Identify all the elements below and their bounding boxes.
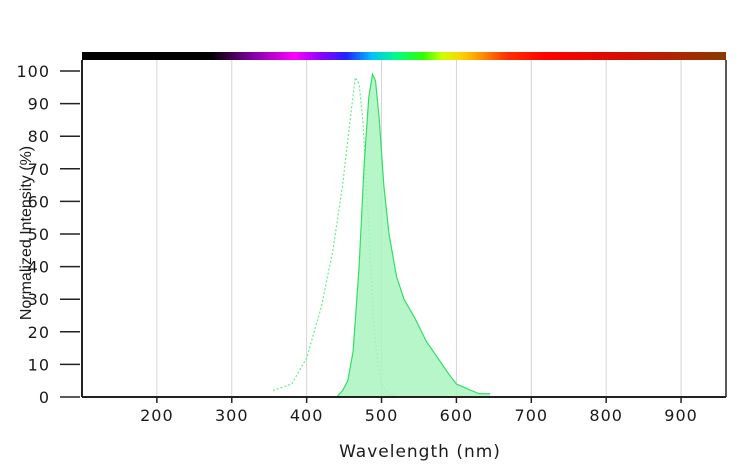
y-tick-label: 80: [28, 127, 50, 146]
y-tick-label: 50: [28, 225, 50, 244]
y-tick-label: 90: [28, 95, 50, 114]
x-tick-label: 700: [515, 406, 549, 425]
y-tick-label: 30: [28, 290, 50, 309]
y-tick-label: 100: [16, 62, 50, 81]
y-tick-label: 60: [28, 192, 50, 211]
y-tick-label: 10: [28, 355, 50, 374]
x-tick-label: 800: [589, 406, 623, 425]
x-axis-title: Wavelength (nm): [339, 442, 501, 462]
spectrum-bar: [82, 52, 726, 60]
x-tick-label: 200: [140, 406, 174, 425]
emission-area: [336, 74, 491, 398]
y-tick-label: 40: [28, 258, 50, 277]
y-tick-label: 0: [39, 388, 50, 407]
x-tick-label: 900: [664, 406, 698, 425]
y-tick-label: 70: [28, 160, 50, 179]
x-tick-label: 600: [440, 406, 474, 425]
x-tick-label: 500: [365, 406, 399, 425]
y-axis-title: Normalized Intensity (%): [18, 146, 35, 320]
emission-line: [336, 72, 491, 398]
x-tick-label: 400: [290, 406, 324, 425]
y-tick-label: 20: [28, 323, 50, 342]
x-tick-label: 300: [215, 406, 249, 425]
